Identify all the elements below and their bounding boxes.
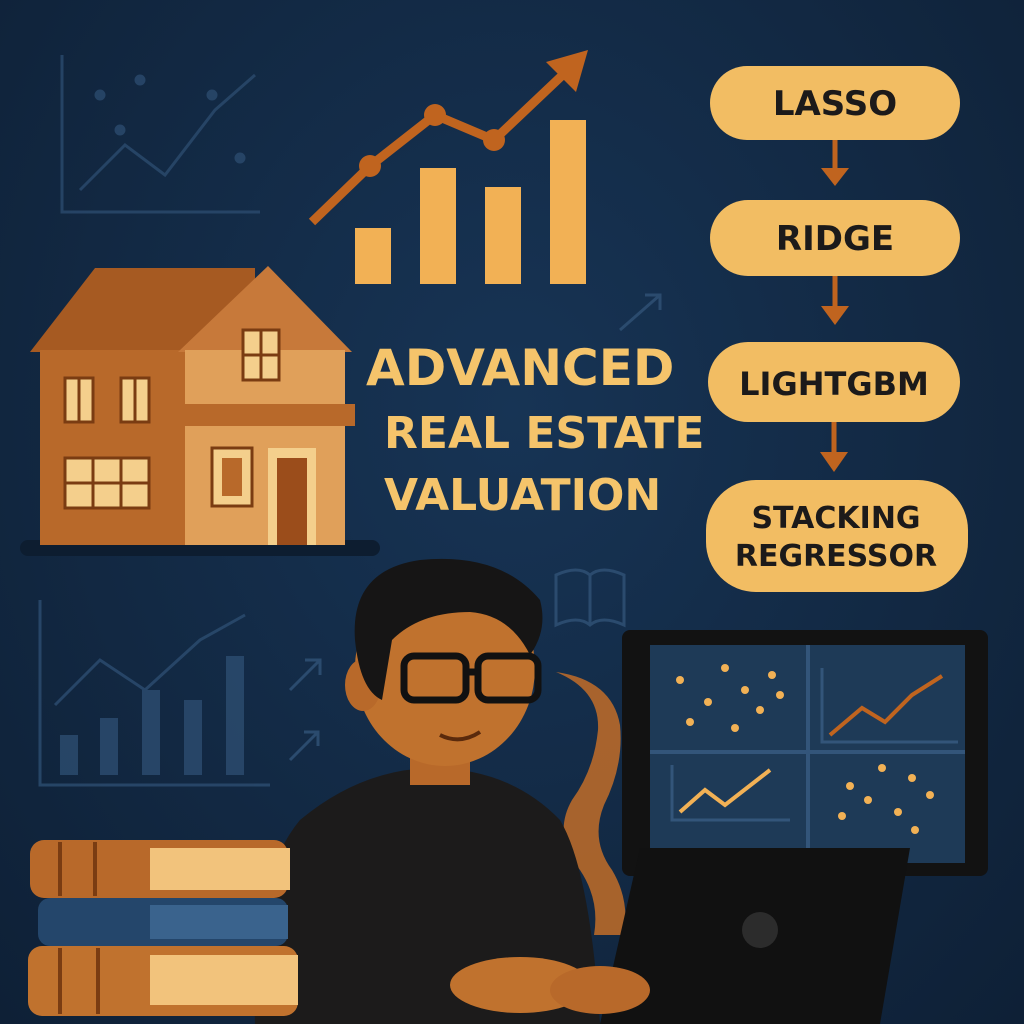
scatter-plot-icon [676,664,784,732]
arrow-down-icon [821,276,849,325]
glasses-icon [400,652,542,704]
pipeline-step-label: LIGHTGBM [739,365,929,403]
laptop-icon [450,848,910,1024]
open-book-icon [554,568,626,628]
book-stack-icon [28,840,298,1016]
pipeline-step-label-2: REGRESSOR [735,539,937,574]
pipeline-step-label: LASSO [773,84,897,124]
line-plot-icon [820,668,958,744]
monitor-icon [622,630,988,876]
bg-chart-bottom-left-icon [38,600,270,787]
title-block: ADVANCED REAL ESTATE VALUATION [366,339,704,521]
model-pipeline: LASSO RIDGE LIGHTGBM STACKING REGRESSOR [706,66,968,592]
bg-arrows-icon [288,293,662,762]
house-icon [20,266,380,556]
bg-chart-top-left-icon [60,55,260,214]
pipeline-step-label: STACKING [751,501,920,536]
arrow-down-icon [821,140,849,186]
title-line-3: VALUATION [384,470,661,521]
arrow-down-icon [820,422,848,472]
line-plot-icon [670,765,790,822]
scatter-plot-icon [838,764,934,834]
growth-chart-icon [308,50,588,284]
pipeline-step-ridge [710,200,960,276]
pipeline-step-label: RIDGE [776,219,894,259]
steam-swirl-icon [556,672,626,935]
pipeline-step-lightgbm [708,342,960,422]
person-illustration [254,558,600,1024]
title-line-1: ADVANCED [366,339,674,397]
pipeline-step-lasso [710,66,960,140]
pipeline-step-stacking-regressor [706,480,968,592]
title-line-2: REAL ESTATE [384,408,704,459]
